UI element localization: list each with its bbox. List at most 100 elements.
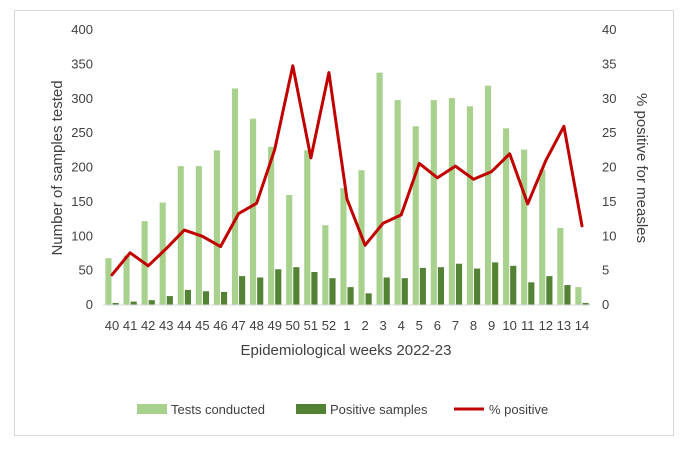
x-tick-label: 4 — [398, 318, 405, 333]
bar-positive-samples — [293, 267, 300, 305]
bar-positive-samples — [564, 285, 571, 305]
y-tick-label: 100 — [71, 228, 93, 243]
y-tick-label: 300 — [71, 91, 93, 106]
x-tick-label: 3 — [380, 318, 387, 333]
y-tick-label: 350 — [71, 56, 93, 71]
x-tick-label: 5 — [416, 318, 423, 333]
y2-axis-title: % positive for measles — [633, 93, 650, 243]
x-axis-ticks: 40 41 42 43 44 45 46 47 48 49 50 51 52 1 2 3 4 5 6 7 8 9 10 11 1… — [105, 318, 589, 333]
bar-tests-conducted — [448, 98, 455, 305]
x-tick-label: 7 — [452, 318, 459, 333]
bar-positive-samples — [582, 302, 589, 305]
x-tick-label: 47 — [231, 318, 245, 333]
x-tick-label: 10 — [502, 318, 516, 333]
bar-tests-conducted — [340, 188, 347, 305]
bar-positive-samples — [166, 296, 173, 305]
bar-tests-conducted — [213, 150, 220, 305]
x-tick-label: 41 — [123, 318, 137, 333]
y2-tick-label: 30 — [602, 91, 616, 106]
x-tick-label: 6 — [434, 318, 441, 333]
bar-tests-conducted — [304, 150, 311, 305]
bar-tests-conducted — [268, 146, 275, 305]
bar-positive-samples — [383, 277, 390, 305]
x-tick-label: 50 — [286, 318, 300, 333]
bar-positive-samples — [492, 262, 499, 305]
legend: Tests conducted Positive samples % posit… — [137, 402, 548, 417]
x-tick-label: 1 — [343, 318, 350, 333]
legend-label-tests: Tests conducted — [171, 402, 265, 417]
legend-swatch-positive — [296, 404, 326, 414]
y-tick-label: 400 — [71, 22, 93, 37]
bar-positive-samples — [311, 272, 318, 305]
x-tick-label: 2 — [361, 318, 368, 333]
x-axis-title: Epidemiological weeks 2022-23 — [241, 342, 452, 359]
y-tick-label: 250 — [71, 125, 93, 140]
x-tick-label: 13 — [557, 318, 571, 333]
y-tick-label: 50 — [79, 263, 93, 278]
x-tick-label: 45 — [195, 318, 209, 333]
x-tick-label: 12 — [539, 318, 553, 333]
bar-tests-conducted — [557, 228, 564, 305]
right-axis-ticks: 0 5 10 15 20 25 30 35 40 — [602, 22, 616, 312]
bar-tests-conducted — [503, 128, 510, 305]
bar-positive-samples — [329, 278, 336, 305]
line-series — [110, 64, 584, 277]
legend-label-positive: Positive samples — [330, 402, 428, 417]
bar-positive-samples — [365, 293, 372, 305]
bar-tests-conducted — [484, 85, 492, 305]
bar-positive-samples — [148, 300, 155, 305]
legend-swatch-tests — [137, 404, 167, 414]
x-tick-label: 43 — [159, 318, 173, 333]
bar-positive-samples — [455, 263, 463, 305]
y2-tick-label: 10 — [602, 228, 616, 243]
bar-tests-conducted — [105, 258, 112, 305]
bar-positive-samples — [401, 278, 408, 305]
bar-tests-conducted — [412, 126, 419, 305]
x-tick-label: 40 — [105, 318, 119, 333]
bar-positive-samples — [474, 268, 481, 305]
bar-tests-conducted — [575, 287, 582, 305]
y-tick-label: 0 — [86, 297, 93, 312]
y2-tick-label: 40 — [602, 22, 616, 37]
x-tick-label: 9 — [488, 318, 495, 333]
bar-tests-conducted — [249, 118, 257, 305]
y2-tick-label: 20 — [602, 160, 616, 175]
bar-positive-samples — [528, 282, 535, 305]
bar-positive-samples — [130, 301, 137, 305]
bar-positive-samples — [202, 291, 210, 305]
x-tick-label: 8 — [470, 318, 477, 333]
bar-tests-conducted — [322, 225, 329, 305]
bar-positive-samples — [257, 277, 264, 305]
bar-tests-conducted — [123, 255, 130, 305]
bar-positive-samples — [184, 289, 191, 305]
y2-tick-label: 5 — [602, 263, 609, 278]
bar-positive-samples — [220, 291, 228, 305]
y-axis-title: Number of samples tested — [49, 80, 66, 255]
y-tick-label: 200 — [71, 160, 93, 175]
y2-tick-label: 15 — [602, 194, 616, 209]
x-tick-label: 48 — [249, 318, 263, 333]
bar-positive-samples — [112, 302, 119, 305]
bar-positive-samples — [437, 267, 445, 305]
bar-positive-samples — [546, 276, 553, 305]
x-tick-label: 14 — [575, 318, 589, 333]
bar-tests-conducted — [376, 72, 383, 305]
legend-label-percent: % positive — [489, 402, 548, 417]
x-tick-label: 49 — [267, 318, 281, 333]
bar-tests-conducted — [394, 100, 401, 305]
y2-tick-label: 35 — [602, 56, 616, 71]
bar-positive-samples — [275, 269, 282, 305]
bar-positive-samples — [347, 287, 354, 305]
bar-positive-samples — [239, 276, 246, 305]
bar-tests-conducted — [286, 195, 293, 305]
bar-tests-conducted — [521, 149, 528, 305]
bar-tests-conducted — [466, 106, 474, 305]
y2-tick-label: 25 — [602, 125, 616, 140]
x-tick-label: 11 — [521, 318, 535, 333]
bar-positive-samples — [510, 265, 517, 305]
line-percent-positive — [110, 64, 584, 277]
bar-tests-conducted — [430, 100, 437, 305]
y2-tick-label: 0 — [602, 297, 609, 312]
x-tick-label: 51 — [304, 318, 318, 333]
